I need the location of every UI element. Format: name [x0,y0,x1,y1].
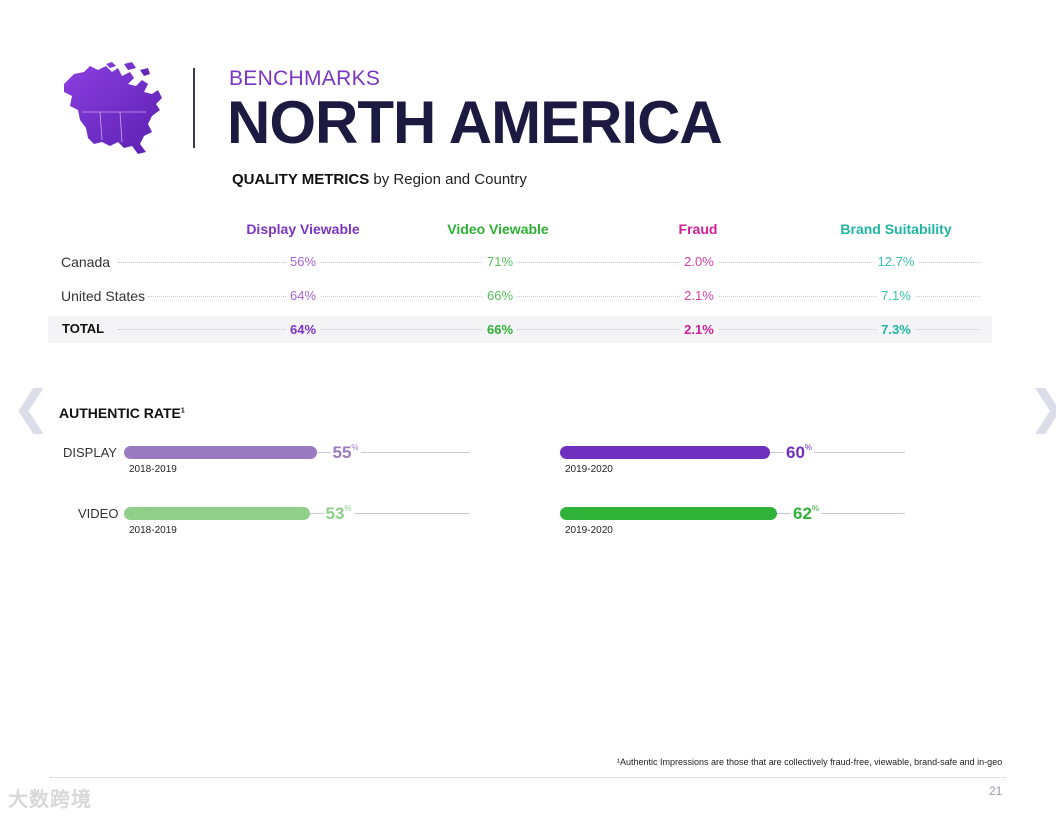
authentic-rate-label-display: DISPLAY [63,445,117,460]
authentic-rate-label-video: VIDEO [78,506,119,521]
cell-canada-display: 56% [285,254,321,269]
row-label-canada: Canada [61,254,111,270]
footnote: ¹Authentic Impressions are those that ar… [617,757,1003,767]
cell-total-brand: 7.3% [877,322,915,337]
subtitle-bold: QUALITY METRICS [232,171,370,188]
column-header-brand-suitability: Brand Suitability [840,221,952,237]
bar-value-video-2018-2019: 53% [323,504,354,524]
cell-total-display: 64% [285,322,321,337]
bar-period-label: 2019-2020 [565,464,613,475]
authentic-rate-title: AUTHENTIC RATE1 [59,405,185,421]
column-header-display-viewable: Display Viewable [246,221,360,237]
cell-total-video: 66% [482,322,518,337]
bar-video-2019-2020 [560,507,777,520]
column-header-video-viewable: Video Viewable [447,221,549,237]
page-number: 21 [989,784,1003,798]
header-divider [193,68,195,148]
bar-display-2019-2020 [560,446,770,459]
cell-us-fraud: 2.1% [680,288,718,303]
bar-display-2018-2019 [124,446,317,459]
cell-us-display: 64% [285,288,321,303]
bar-value-display-2018-2019: 55% [330,443,361,463]
percent-sign: % [811,504,820,513]
bar-value-number: 62 [793,504,812,523]
bar-period-label: 2019-2020 [565,525,613,536]
bar-video-2018-2019 [124,507,310,520]
north-america-map-icon [64,62,162,154]
bar-period-label: 2018-2019 [129,464,177,475]
cell-us-video: 66% [482,288,518,303]
footer-divider [50,777,1006,778]
bar-value-video-2019-2020: 62% [791,504,822,524]
bar-value-number: 53 [325,504,345,523]
percent-sign: % [344,504,352,513]
bar-value-number: 60 [786,443,805,462]
column-header-fraud: Fraud [678,221,718,237]
page-kicker: BENCHMARKS [229,67,381,90]
cell-us-brand: 7.1% [877,288,915,303]
prev-page-arrow-icon[interactable]: ❮ [12,380,51,434]
page-title: NORTH AMERICA [227,89,723,156]
cell-canada-brand: 12.7% [873,254,919,269]
bar-value-number: 55 [332,443,352,462]
watermark-logo: 大数跨境 [8,789,92,811]
percent-sign: % [351,443,359,452]
next-page-arrow-icon[interactable]: ❯ [1028,384,1056,430]
percent-sign: % [804,443,813,452]
authentic-rate-title-text: AUTHENTIC RATE [59,405,181,421]
row-label-total: TOTAL [62,321,105,336]
row-leader [118,329,980,330]
bar-value-display-2019-2020: 60% [784,443,815,463]
table-subtitle: QUALITY METRICS by Region and Country [232,171,527,188]
cell-canada-fraud: 2.0% [680,254,718,269]
row-leader [118,262,980,263]
authentic-rate-footnote-mark: 1 [180,407,185,415]
bar-period-label: 2018-2019 [129,525,177,536]
cell-total-fraud: 2.1% [680,322,718,337]
subtitle-rest: by Region and Country [369,171,527,188]
row-label-united-states: United States [61,288,146,304]
row-leader [148,296,980,297]
cell-canada-video: 71% [482,254,518,269]
